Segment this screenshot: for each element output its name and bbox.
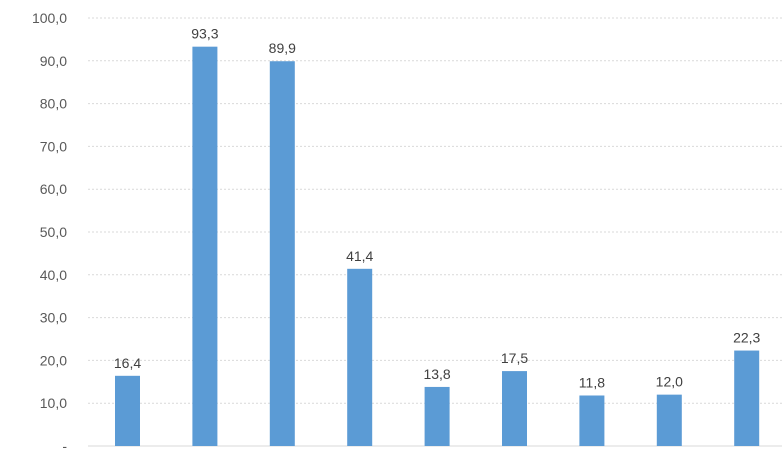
bar-value-label: 17,5 — [501, 350, 528, 366]
bar-value-label: 11,8 — [579, 374, 605, 390]
bar-value-label: 13,8 — [423, 366, 450, 382]
bar-value-label: 22,3 — [733, 330, 760, 346]
y-axis-tick-labels: - 10,0 20,0 30,0 40,0 50,0 60,0 70,0 80,0 90,0 100… — [32, 10, 67, 450]
bar-value-label: 16,4 — [114, 355, 141, 371]
bar-value-label: 12,0 — [656, 374, 683, 390]
y-tick-label: 80,0 — [40, 96, 67, 112]
y-tick-label: 40,0 — [40, 267, 67, 283]
bars — [115, 46, 760, 447]
bar — [734, 350, 760, 446]
y-tick-label: 60,0 — [40, 181, 67, 197]
y-tick-label: 20,0 — [40, 352, 67, 368]
bar — [347, 268, 373, 446]
bar-value-label: 41,4 — [346, 248, 373, 264]
bar — [192, 46, 218, 447]
bar — [579, 395, 605, 446]
y-tick-label: 70,0 — [40, 138, 67, 154]
y-tick-label: 50,0 — [40, 224, 67, 240]
y-tick-label: - — [62, 438, 67, 450]
bar-value-label: 93,3 — [191, 26, 218, 42]
bar — [424, 386, 450, 446]
bar — [656, 394, 682, 446]
data-labels: 16,4 93,3 89,9 41,4 13,8 17,5 11,8 12,0 22,3 — [114, 26, 761, 391]
bar — [269, 61, 295, 447]
bar-value-label: 89,9 — [269, 40, 296, 56]
y-tick-label: 100,0 — [32, 10, 67, 26]
y-tick-label: 10,0 — [40, 395, 67, 411]
bar — [115, 375, 140, 446]
y-tick-label: 30,0 — [40, 310, 67, 326]
y-tick-label: 90,0 — [40, 53, 67, 69]
bar — [502, 371, 527, 446]
